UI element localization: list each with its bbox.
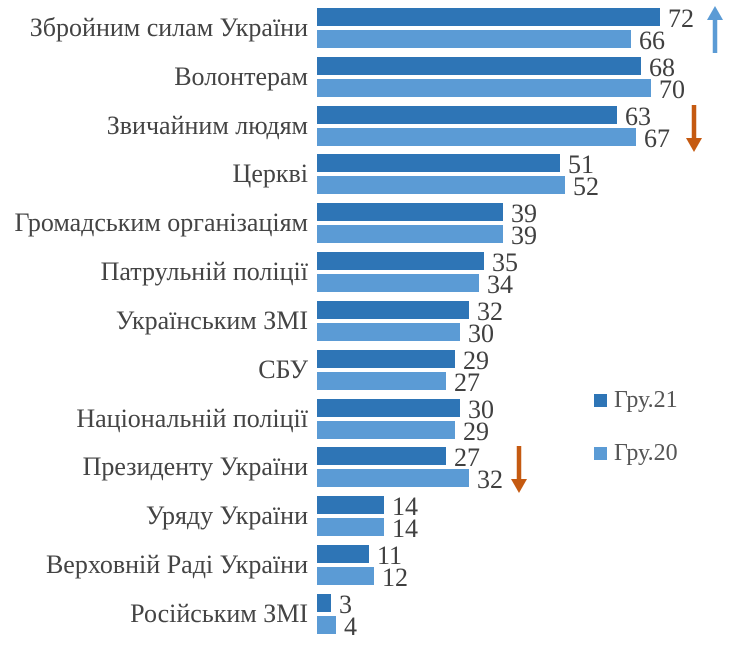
category-label: Національній поліції xyxy=(76,404,308,433)
value-label-dec20: 4 xyxy=(344,612,357,641)
value-label-dec20: 12 xyxy=(382,563,408,592)
legend-swatch-dec21 xyxy=(594,393,607,407)
value-label-dec20: 29 xyxy=(463,417,489,446)
category-label: Верховній Раді України xyxy=(45,550,308,579)
value-label-dec21: 51 xyxy=(568,150,594,179)
bar-dec20 xyxy=(317,323,460,341)
bar-dec21 xyxy=(317,301,469,319)
bar-dec21 xyxy=(317,447,446,465)
category-label: Громадським організаціям xyxy=(14,208,308,237)
category-label: Волонтерам xyxy=(174,62,308,91)
legend-label-dec21: Гру.21 xyxy=(614,387,678,413)
bar-dec20 xyxy=(317,421,455,439)
bar-dec21 xyxy=(317,106,617,124)
bar-dec21 xyxy=(317,203,503,221)
bar-dec20 xyxy=(317,176,565,194)
category-label: Президенту України xyxy=(82,452,308,481)
value-label-dec21: 14 xyxy=(392,492,418,521)
bar-dec21 xyxy=(317,545,369,563)
bar-dec20 xyxy=(317,30,631,48)
category-label: Патрульній поліції xyxy=(100,257,308,286)
bar-dec21 xyxy=(317,496,384,514)
value-label-dec20: 67 xyxy=(644,124,670,153)
bar-dec20 xyxy=(317,225,503,243)
category-label: Російським ЗМІ xyxy=(130,599,308,628)
bar-dec21 xyxy=(317,57,641,75)
value-label-dec21: 11 xyxy=(377,541,403,570)
value-label-dec20: 70 xyxy=(659,75,685,104)
bar-dec20 xyxy=(317,274,479,292)
bar-dec20 xyxy=(317,469,469,487)
legend: Гру.21 Гру.20 xyxy=(594,388,734,494)
category-label: Уряду України xyxy=(145,501,308,530)
bar-dec20 xyxy=(317,128,636,146)
bar-dec21 xyxy=(317,350,455,368)
value-label-dec20: 32 xyxy=(477,465,503,494)
value-label-dec20: 27 xyxy=(454,368,480,397)
value-label-dec21: 3 xyxy=(339,590,352,619)
value-label-dec20: 52 xyxy=(573,172,599,201)
value-label-dec21: 39 xyxy=(511,199,537,228)
category-label: Збройним силам України xyxy=(29,13,308,42)
category-label: Звичайним людям xyxy=(106,111,308,140)
value-label-dec21: 29 xyxy=(463,346,489,375)
value-label-dec20: 66 xyxy=(639,26,665,55)
legend-item-dec21: Гру.21 xyxy=(594,388,734,412)
bar-dec21 xyxy=(317,8,660,26)
bar-dec20 xyxy=(317,518,384,536)
value-label-dec20: 14 xyxy=(392,514,418,543)
bar-dec20 xyxy=(317,616,336,634)
value-label-dec21: 27 xyxy=(454,443,480,472)
trend-up-arrow-icon xyxy=(707,6,723,53)
trend-down-arrow-icon xyxy=(511,446,527,493)
category-label: Українським ЗМІ xyxy=(115,306,308,335)
legend-label-dec20: Гру.20 xyxy=(614,440,678,466)
value-label-dec21: 63 xyxy=(625,102,651,131)
value-label-dec20: 39 xyxy=(511,221,537,250)
trend-down-arrow-icon xyxy=(686,105,702,152)
bar-dec21 xyxy=(317,252,484,270)
value-label-dec21: 35 xyxy=(492,248,518,277)
bar-dec21 xyxy=(317,399,460,417)
bar-dec21 xyxy=(317,594,331,612)
value-label-dec21: 30 xyxy=(468,395,494,424)
bar-dec20 xyxy=(317,372,446,390)
category-label: СБУ xyxy=(258,355,308,384)
legend-item-dec20: Гру.20 xyxy=(594,441,734,465)
value-label-dec21: 32 xyxy=(477,297,503,326)
value-label-dec20: 34 xyxy=(487,270,513,299)
category-label: Церкві xyxy=(232,159,308,188)
bar-dec20 xyxy=(317,79,651,97)
bar-dec20 xyxy=(317,567,374,585)
value-label-dec20: 30 xyxy=(468,319,494,348)
legend-swatch-dec20 xyxy=(594,446,607,460)
value-label-dec21: 68 xyxy=(649,53,675,82)
bar-dec21 xyxy=(317,154,560,172)
value-label-dec21: 72 xyxy=(668,4,694,33)
